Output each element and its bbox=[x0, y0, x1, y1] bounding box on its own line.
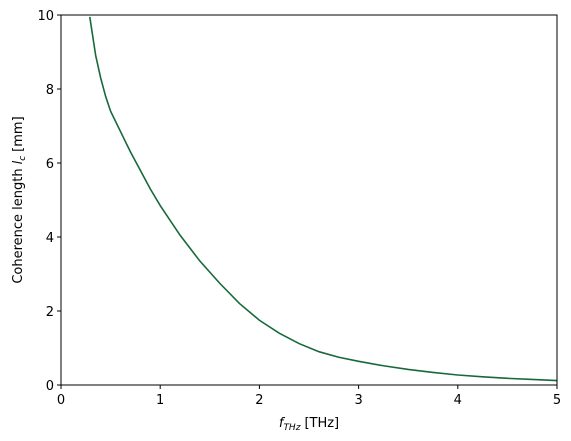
y-tick-label: 6 bbox=[46, 157, 54, 172]
y-tick-label: 2 bbox=[46, 305, 54, 320]
x-tick-label: 1 bbox=[156, 393, 164, 408]
y-label-symbol: l bbox=[11, 160, 26, 164]
x-tick-label: 2 bbox=[255, 393, 263, 408]
y-tick-label: 10 bbox=[37, 9, 54, 24]
y-tick-label: 0 bbox=[46, 379, 54, 394]
x-tick-label: 3 bbox=[354, 393, 362, 408]
y-label-unit: [mm] bbox=[11, 116, 26, 151]
y-label-text: Coherence length bbox=[11, 168, 26, 283]
x-tick-label: 5 bbox=[553, 393, 561, 408]
line-series bbox=[88, 16, 557, 382]
x-axis-label: fTHz [THz] bbox=[279, 416, 339, 433]
x-tick-label: 0 bbox=[57, 393, 65, 408]
y-tick-label: 8 bbox=[46, 83, 54, 98]
x-tick-label: 4 bbox=[454, 393, 462, 408]
plot-frame bbox=[60, 14, 558, 386]
x-label-symbol: f bbox=[279, 416, 286, 431]
x-label-sub: THz bbox=[283, 423, 300, 433]
x-label-unit: [THz] bbox=[304, 416, 339, 431]
y-tick-label: 4 bbox=[46, 231, 54, 246]
y-label-sub: c bbox=[18, 156, 28, 161]
y-axis-label: Coherence length lc [mm] bbox=[11, 116, 28, 283]
